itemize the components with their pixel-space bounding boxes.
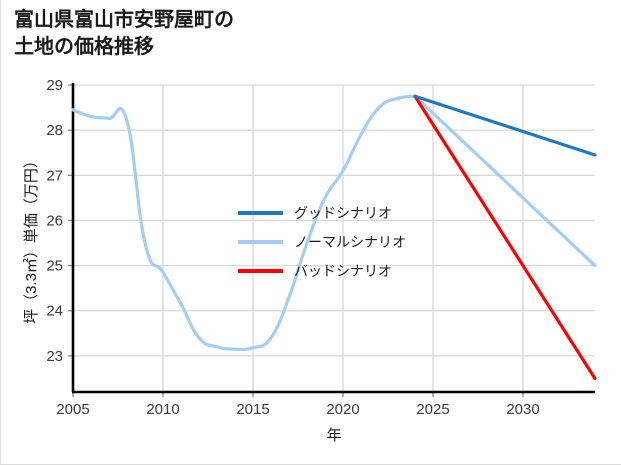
series-line-normal xyxy=(71,94,597,352)
legend-label: ノーマルシナリオ xyxy=(294,234,406,250)
y-tick-label: 26 xyxy=(46,212,63,229)
x-tick-label: 2010 xyxy=(146,401,179,418)
y-tick-label: 25 xyxy=(46,258,63,275)
y-tick-label: 23 xyxy=(46,348,63,365)
y-axis-ticks: 23 24 25 26 27 28 29 xyxy=(46,77,63,365)
y-tick-label: 29 xyxy=(46,77,63,94)
legend-item[interactable]: バッドシナリオ xyxy=(238,263,392,279)
legend-item[interactable]: ノーマルシナリオ xyxy=(238,234,406,250)
legend-label: グッドシナリオ xyxy=(294,205,392,221)
x-tick-label: 2005 xyxy=(56,401,89,418)
x-tick-label: 2030 xyxy=(506,401,539,418)
y-axis-title: 坪（3.3㎡）単価（万円） xyxy=(23,153,40,324)
page-border-left xyxy=(0,0,1,465)
y-tick-label: 24 xyxy=(46,303,63,320)
y-tick-label: 27 xyxy=(46,167,63,184)
y-tick-label: 28 xyxy=(46,122,63,139)
x-tick-label: 2020 xyxy=(326,401,359,418)
series-line-bad xyxy=(413,94,597,381)
x-tick-label: 2025 xyxy=(416,401,449,418)
series-lines xyxy=(71,94,597,381)
chart-title: 富山県富山市安野屋町の 土地の価格推移 xyxy=(14,9,234,58)
x-axis-ticks: 2005 2010 2015 2020 2025 2030 xyxy=(56,401,539,418)
x-axis-title: 年 xyxy=(326,427,341,444)
gridlines-horizontal xyxy=(68,84,595,357)
legend-item[interactable]: グッドシナリオ xyxy=(238,205,392,221)
legend-label: バッドシナリオ xyxy=(294,263,392,279)
gridlines-vertical xyxy=(72,85,524,397)
x-tick-label: 2015 xyxy=(236,401,269,418)
series-line-good xyxy=(413,94,597,157)
axis-lines xyxy=(71,83,595,394)
axis-titles: 年 坪（3.3㎡）単価（万円） xyxy=(23,153,342,444)
